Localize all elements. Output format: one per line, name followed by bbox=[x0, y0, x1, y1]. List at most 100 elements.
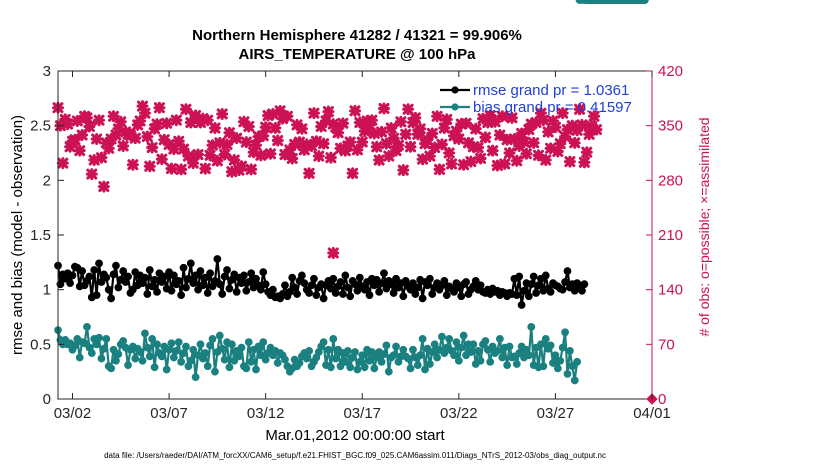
bias-point bbox=[553, 364, 562, 373]
bias-point bbox=[92, 340, 101, 349]
obs-marker bbox=[510, 154, 523, 167]
obs-marker bbox=[580, 146, 593, 159]
obs-marker bbox=[245, 163, 258, 176]
bias-point bbox=[208, 334, 217, 343]
obs-marker bbox=[73, 144, 86, 157]
obs-marker bbox=[138, 107, 151, 120]
obs-marker bbox=[259, 121, 272, 134]
rmse-point bbox=[375, 287, 384, 296]
rmse-point bbox=[198, 281, 207, 290]
bias-point bbox=[467, 348, 475, 356]
rmse-point bbox=[406, 285, 415, 294]
bias-point bbox=[392, 342, 400, 351]
bias-point bbox=[261, 355, 270, 364]
rmse-point bbox=[215, 280, 224, 289]
obs-marker bbox=[496, 110, 509, 123]
bias-point bbox=[254, 342, 263, 351]
bias-point bbox=[141, 329, 149, 338]
obs-marker bbox=[486, 144, 499, 157]
bias-point bbox=[326, 363, 335, 372]
obs-marker bbox=[295, 122, 308, 135]
obs-marker bbox=[90, 132, 103, 145]
obs-marker bbox=[177, 143, 190, 156]
rmse-point bbox=[240, 271, 248, 280]
bias-point bbox=[302, 354, 311, 363]
bias-point bbox=[457, 343, 466, 352]
obs-marker bbox=[59, 113, 72, 126]
obs-marker bbox=[544, 142, 557, 155]
rmse-point bbox=[351, 280, 359, 289]
y2-tick-label: 70 bbox=[658, 336, 675, 353]
obs-marker bbox=[339, 144, 352, 157]
obs-marker bbox=[97, 180, 110, 193]
rmse-point bbox=[329, 274, 338, 283]
bias-point bbox=[148, 334, 157, 343]
obs-marker bbox=[230, 132, 243, 145]
rmse-point bbox=[312, 291, 321, 300]
bias-point bbox=[450, 351, 458, 360]
bias-point bbox=[365, 356, 374, 365]
obs-marker bbox=[520, 147, 533, 160]
rmse-point bbox=[515, 272, 524, 281]
obs-marker bbox=[382, 150, 395, 163]
obs-marker bbox=[481, 116, 494, 129]
bias-point bbox=[145, 352, 154, 361]
rmse-point bbox=[580, 280, 589, 289]
bias-point bbox=[452, 338, 461, 347]
obs-marker bbox=[196, 112, 209, 125]
obs-marker bbox=[440, 113, 453, 126]
bias-point bbox=[430, 340, 439, 349]
y-tick-label: 1.5 bbox=[30, 227, 51, 244]
x-tick-label: 03/07 bbox=[150, 405, 188, 422]
obs-marker bbox=[114, 115, 127, 128]
rmse-point bbox=[346, 292, 355, 301]
obs-marker bbox=[201, 114, 214, 127]
rmse-point bbox=[355, 273, 364, 282]
obs-marker bbox=[394, 115, 407, 128]
rmse-point bbox=[288, 273, 297, 282]
obs-marker bbox=[575, 118, 588, 131]
obs-marker bbox=[537, 114, 550, 127]
bias-point bbox=[570, 376, 579, 385]
bias-point bbox=[503, 361, 512, 370]
rmse-point bbox=[167, 286, 176, 295]
rmse-point bbox=[529, 272, 538, 281]
obs-marker bbox=[392, 139, 405, 152]
bias-point bbox=[143, 343, 152, 352]
obs-marker bbox=[247, 146, 260, 159]
bias-point bbox=[237, 343, 246, 352]
bias-point bbox=[469, 340, 478, 349]
legend-rmse-marker bbox=[451, 86, 459, 94]
bias-point bbox=[191, 373, 200, 382]
rmse-point bbox=[114, 283, 123, 292]
bias-point bbox=[295, 359, 304, 367]
rmse-point bbox=[450, 287, 458, 296]
rmse-point bbox=[242, 286, 251, 295]
obs-marker bbox=[136, 100, 149, 113]
obs-marker bbox=[588, 110, 601, 123]
obs-marker bbox=[435, 138, 448, 151]
rmse-point bbox=[201, 273, 210, 282]
bias-point bbox=[418, 334, 427, 343]
rmse-point bbox=[411, 290, 420, 298]
obs-marker bbox=[428, 141, 441, 154]
bias-point bbox=[153, 340, 161, 349]
obs-marker bbox=[563, 155, 576, 168]
rmse-point bbox=[343, 283, 352, 292]
bias-point bbox=[71, 341, 79, 350]
rmse-point bbox=[360, 285, 369, 294]
rmse-point bbox=[524, 292, 533, 301]
obs-marker bbox=[317, 137, 330, 150]
rmse-point bbox=[387, 280, 396, 289]
chart-title-line2: AIRS_TEMPERATURE @ 100 hPa bbox=[238, 46, 476, 63]
obs-marker bbox=[501, 133, 514, 146]
bias-point bbox=[416, 351, 425, 360]
rmse-point bbox=[148, 282, 157, 291]
rmse-point bbox=[196, 267, 205, 275]
rmse-point bbox=[409, 279, 417, 288]
obs-marker bbox=[170, 114, 183, 127]
rmse-point bbox=[109, 270, 118, 279]
obs-marker bbox=[534, 107, 547, 120]
obs-marker bbox=[322, 105, 335, 118]
bias-point bbox=[377, 357, 386, 366]
